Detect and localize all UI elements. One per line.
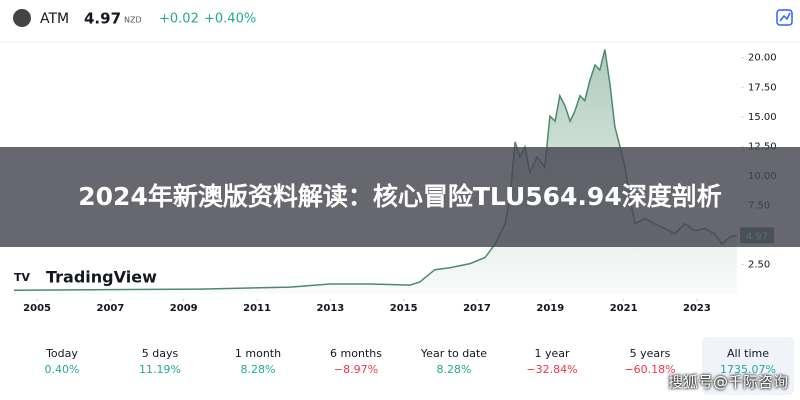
x-tick-label: 2013: [316, 303, 344, 314]
y-tick-label: 17.50: [748, 82, 777, 93]
period-label[interactable]: 5 days: [142, 347, 179, 360]
x-tick-label: 2007: [96, 303, 124, 314]
period-change: 1735.07%: [720, 363, 776, 376]
period-label[interactable]: 6 months: [330, 347, 382, 360]
x-tick-label: 2005: [23, 303, 51, 314]
period-label[interactable]: 1 year: [534, 347, 570, 360]
logo-mark: 𝗧𝗩: [14, 271, 31, 284]
branding: TradingView: [46, 268, 157, 287]
x-tick-label: 2021: [610, 303, 638, 314]
ticker-logo: [13, 9, 31, 27]
y-tick-label: 2.50: [748, 260, 770, 271]
x-tick-label: 2009: [170, 303, 198, 314]
all-time-box[interactable]: [702, 337, 794, 395]
period-change: −32.84%: [526, 363, 577, 376]
period-label[interactable]: 1 month: [235, 347, 281, 360]
change-percent: +0.40%: [204, 12, 256, 27]
period-change: 8.28%: [437, 363, 472, 376]
x-tick-label: 2011: [243, 303, 271, 314]
expand-icon[interactable]: [776, 9, 793, 26]
period-change: −8.97%: [334, 363, 378, 376]
period-label[interactable]: All time: [727, 347, 769, 360]
period-change: 11.19%: [139, 363, 181, 376]
period-label[interactable]: Year to date: [420, 347, 487, 360]
overlay-title: 2024年新澳版资料解读：核心冒险TLU564.94深度剖析: [78, 182, 722, 211]
period-change: −60.18%: [624, 363, 675, 376]
period-label[interactable]: Today: [45, 347, 78, 360]
y-tick-label: 15.00: [748, 112, 777, 123]
expand-icon-line: [779, 12, 791, 22]
x-tick-label: 2023: [683, 303, 711, 314]
change: +0.02: [159, 12, 199, 27]
period-change: 0.40%: [45, 363, 80, 376]
period-change: 8.28%: [241, 363, 276, 376]
price: 4.97: [84, 10, 121, 28]
watermark: 搜狐号@千际咨询: [667, 373, 788, 391]
period-label[interactable]: 5 years: [630, 347, 671, 360]
ticker: ATM: [40, 11, 69, 27]
x-tick-label: 2019: [536, 303, 564, 314]
x-tick-label: 2015: [390, 303, 418, 314]
overlay-banner: 2024年新澳版资料解读：核心冒险TLU564.94深度剖析: [0, 147, 800, 247]
x-tick-label: 2017: [463, 303, 491, 314]
currency: NZD: [124, 16, 142, 25]
y-tick-label: 20.00: [748, 53, 777, 64]
y-tick-label: 12.50: [748, 141, 777, 152]
